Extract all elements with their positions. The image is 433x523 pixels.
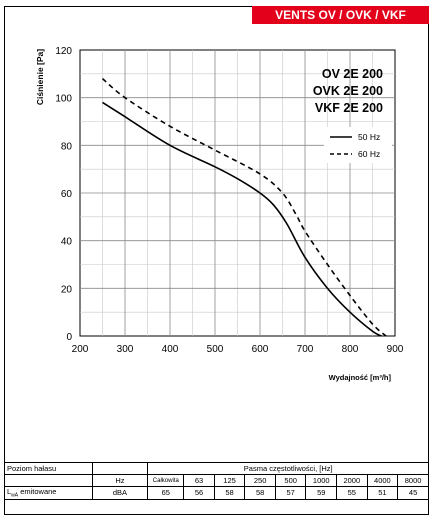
legend-label-60hz: 60 Hz [358,149,380,159]
product-banner: VENTS OV / OVK / VKF [252,6,429,24]
y-axis-label: Ciśnienie [Pa] [35,49,45,105]
x-tick-label: 300 [117,344,134,355]
y-tick-label: 100 [55,94,72,105]
y-tick-label: 0 [66,332,72,343]
band-cell: 2000 [336,474,368,487]
dba-unit-cell: dBA [91,486,149,500]
y-tick-label: 80 [61,141,73,152]
x-tick-label: 900 [387,344,404,355]
chart-ticks: 200 300 400 500 600 700 800 900 0 20 40 60 80 100 120 [55,46,403,355]
band-cell: 250 [244,474,276,487]
band-cell: 8000 [397,474,429,487]
noise-title-cell: Poziom hałasu [4,462,93,475]
value-cell: 57 [274,486,307,500]
total-label-cell: Całkowita [147,474,185,487]
band-cell: 125 [213,474,246,487]
model-name-3: VKF 2E 200 [315,101,383,115]
value-cell: 45 [397,486,429,500]
y-tick-label: 120 [55,46,72,57]
band-header-cell: Pasma częstotliwości, [Hz] [147,462,429,475]
chart-curves [101,77,387,337]
x-tick-label: 700 [297,344,314,355]
noise-level-table: Poziom hałasu Pasma częstotliwości, [Hz]… [4,462,429,500]
legend-label-50hz: 50 Hz [358,132,380,142]
band-cell: 63 [183,474,215,487]
x-tick-label: 500 [207,344,224,355]
model-name-1: OV 2E 200 [322,67,383,81]
value-cell: 58 [244,486,276,500]
noise-values-row: LwA emitowane dBA 65 56 58 58 57 59 55 5… [4,486,429,500]
noise-blank-cell [4,474,93,487]
value-cell: 56 [183,486,215,500]
series-line-60hz [101,77,387,337]
value-cell: 65 [147,486,185,500]
noise-blank-cell [91,462,149,475]
series-line-50hz [102,101,382,337]
noise-band-row: Hz Całkowita 63 125 250 500 1000 2000 40… [4,474,429,487]
value-cell: 59 [305,486,338,500]
y-tick-label: 40 [61,237,73,248]
hz-unit-cell: Hz [91,474,149,487]
x-tick-label: 400 [162,344,179,355]
legend: 50 Hz 60 Hz [324,127,392,163]
model-name-2: OVK 2E 200 [313,84,383,98]
noise-header-row: Poziom hałasu Pasma częstotliwości, [Hz] [4,462,429,475]
value-cell: 55 [336,486,368,500]
performance-chart: 200 300 400 500 600 700 800 900020406080100120 … [35,46,404,382]
band-cell: 4000 [366,474,399,487]
lwa-label-cell: LwA emitowane [4,486,93,500]
band-cell: 500 [274,474,307,487]
x-axis-label: Wydajność [m³/h] [329,373,392,382]
y-tick-label: 20 [61,284,73,295]
value-cell: 51 [366,486,399,500]
x-tick-label: 600 [252,344,269,355]
band-cell: 1000 [305,474,338,487]
x-tick-label: 200 [72,344,89,355]
x-tick-label: 800 [342,344,359,355]
value-cell: 58 [213,486,246,500]
datasheet-frame [4,6,429,515]
y-tick-label: 60 [61,189,73,200]
